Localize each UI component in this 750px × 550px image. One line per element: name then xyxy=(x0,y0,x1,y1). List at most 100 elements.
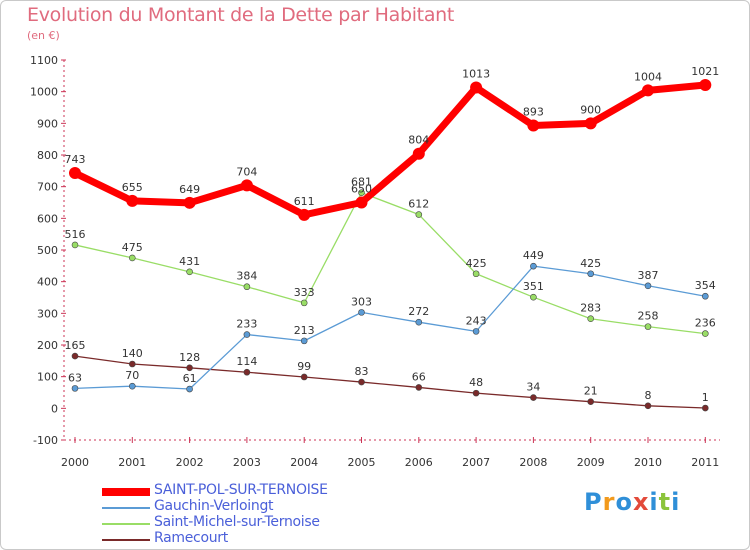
data-label: 354 xyxy=(695,279,716,292)
data-point xyxy=(415,211,423,218)
data-point xyxy=(527,119,540,132)
data-label: 165 xyxy=(65,339,86,352)
logo-letter: o xyxy=(615,488,633,516)
y-tick-label: 900 xyxy=(37,117,58,130)
x-tick-label: 2000 xyxy=(61,456,89,469)
data-label: 516 xyxy=(65,228,86,241)
data-point xyxy=(129,360,136,368)
data-label: 425 xyxy=(466,257,487,270)
data-point xyxy=(472,328,480,335)
data-point xyxy=(530,394,537,401)
data-label: 272 xyxy=(408,305,429,318)
data-point xyxy=(587,398,595,405)
legend-swatch xyxy=(102,539,150,541)
data-point xyxy=(183,196,196,209)
data-label: 48 xyxy=(469,376,483,389)
data-point xyxy=(358,309,365,316)
data-label: 655 xyxy=(122,181,143,194)
legend-label: Gauchin-Verloingt xyxy=(154,498,274,514)
x-tick-label: 2004 xyxy=(290,456,318,469)
x-tick-label: 2006 xyxy=(405,456,433,469)
data-label: 475 xyxy=(122,241,143,254)
data-label: 1 xyxy=(702,391,709,404)
data-point xyxy=(355,196,368,209)
series-line-1 xyxy=(74,265,706,390)
legend-swatch xyxy=(102,507,150,509)
data-label: 61 xyxy=(183,372,197,385)
data-point xyxy=(186,268,193,276)
x-tick-label: 2008 xyxy=(519,456,547,469)
x-tick-label: 2010 xyxy=(634,456,662,469)
legend-swatch xyxy=(102,488,150,496)
y-tick-label: 1000 xyxy=(30,86,58,99)
legend-swatch xyxy=(102,523,150,525)
legend-label: Saint-Michel-sur-Ternoise xyxy=(154,514,320,530)
data-label: 21 xyxy=(584,385,598,398)
data-point xyxy=(644,282,652,290)
data-label: 612 xyxy=(408,198,429,211)
y-tick-label: 1100 xyxy=(30,54,58,67)
data-point xyxy=(300,337,308,345)
data-point xyxy=(186,385,193,393)
data-point xyxy=(300,299,308,307)
data-point xyxy=(530,262,537,270)
data-label: 431 xyxy=(179,255,200,268)
data-point xyxy=(701,292,709,300)
data-point xyxy=(472,389,480,397)
data-point xyxy=(415,384,423,391)
data-point xyxy=(701,404,709,412)
data-point xyxy=(69,167,81,180)
data-label: 900 xyxy=(580,103,601,116)
x-tick-label: 2011 xyxy=(691,456,719,469)
data-point xyxy=(298,208,311,221)
logo-letter: x xyxy=(632,488,650,516)
data-label: 63 xyxy=(68,371,82,384)
data-label: 893 xyxy=(523,106,544,119)
data-label: 1013 xyxy=(462,68,490,81)
y-tick-label: 200 xyxy=(37,339,58,352)
data-label: 681 xyxy=(351,176,372,189)
data-label: 213 xyxy=(294,324,315,337)
chart-title: Evolution du Montant de la Dette par Hab… xyxy=(27,4,455,26)
data-point xyxy=(243,331,251,338)
data-label: 236 xyxy=(695,317,716,330)
logo-letter: r xyxy=(602,488,616,516)
x-tick-label: 2003 xyxy=(233,456,261,469)
data-label: 34 xyxy=(526,381,540,394)
data-label: 743 xyxy=(65,153,86,166)
data-label: 8 xyxy=(645,389,652,402)
y-tick-label: -100 xyxy=(33,434,58,447)
data-point xyxy=(126,194,139,207)
data-label: 449 xyxy=(523,249,544,262)
data-label: 283 xyxy=(580,302,601,315)
data-label: 611 xyxy=(294,195,315,208)
y-tick-label: 400 xyxy=(37,276,58,289)
data-point xyxy=(129,254,136,262)
chart-subtitle: (en €) xyxy=(27,29,60,42)
data-point xyxy=(240,179,253,192)
data-label: 387 xyxy=(638,269,659,282)
data-point xyxy=(470,81,483,94)
x-tick-label: 2001 xyxy=(118,456,146,469)
data-label: 258 xyxy=(638,310,659,323)
legend-label: SAINT-POL-SUR-TERNOISE xyxy=(154,482,328,498)
data-label: 243 xyxy=(466,314,487,327)
y-tick-label: 600 xyxy=(37,212,58,225)
data-point xyxy=(243,368,251,376)
data-label: 70 xyxy=(125,369,139,382)
y-tick-label: 700 xyxy=(37,181,58,194)
series-line-3 xyxy=(74,355,706,409)
y-tick-label: 500 xyxy=(37,244,58,257)
data-label: 140 xyxy=(122,347,143,360)
proxiti-logo: Proxiti xyxy=(584,488,680,516)
data-label: 303 xyxy=(351,295,372,308)
data-label: 650 xyxy=(351,183,372,196)
data-point xyxy=(129,382,136,390)
x-tick-label: 2002 xyxy=(176,456,204,469)
data-point xyxy=(584,117,597,130)
data-label: 384 xyxy=(236,270,257,283)
y-tick-label: 100 xyxy=(37,371,58,384)
data-point xyxy=(358,378,365,386)
data-point xyxy=(699,79,712,92)
data-label: 83 xyxy=(355,365,369,378)
